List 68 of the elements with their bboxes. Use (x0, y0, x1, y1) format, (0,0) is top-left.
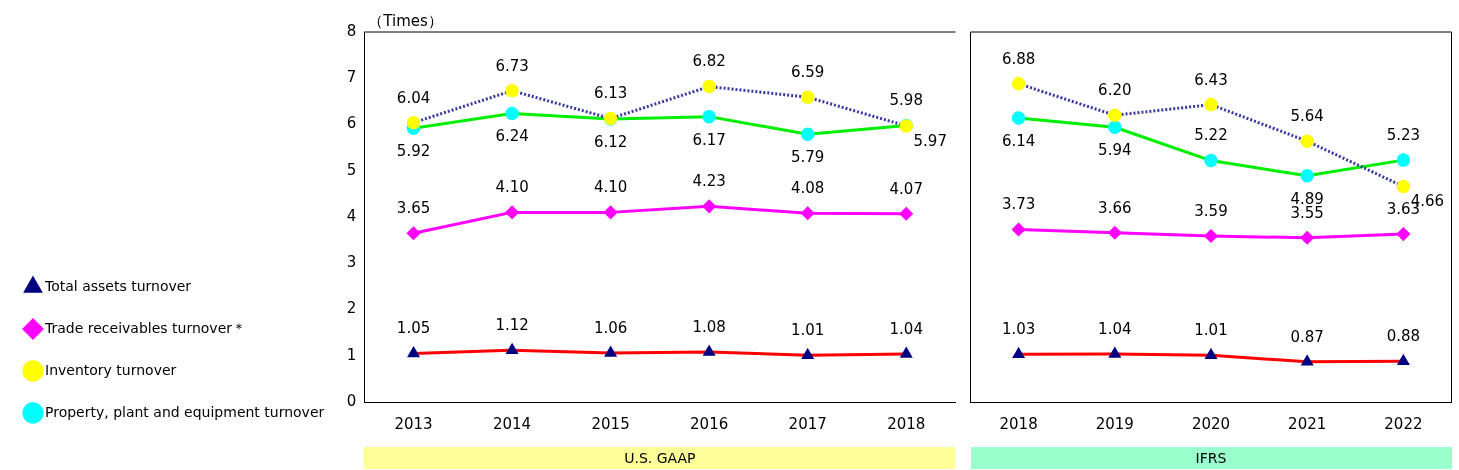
x-tick-label: 2022 (1384, 414, 1423, 433)
data-label: 4.23 (692, 172, 726, 191)
data-label: 1.05 (396, 319, 431, 338)
legend-label: Inventory turnover (45, 361, 177, 378)
legend-label: Trade receivables turnover＊ (44, 319, 247, 336)
data-label: 1.12 (495, 316, 529, 335)
data-label: 4.10 (593, 178, 628, 197)
data-label: 5.22 (1194, 126, 1228, 145)
y-tick-label: 8 (346, 21, 357, 40)
data-label: 5.64 (1290, 107, 1324, 126)
data-label: 6.20 (1098, 81, 1132, 100)
x-tick-label: 2018 (999, 414, 1038, 433)
data-label: 6.24 (495, 127, 529, 146)
data-label: 1.01 (790, 321, 825, 340)
y-axis-title: （Times） (368, 11, 443, 30)
x-tick-label: 2018 (887, 414, 926, 433)
data-label: 4.07 (889, 179, 923, 198)
data-label: 3.65 (396, 199, 431, 218)
data-label: 3.66 (1098, 198, 1132, 217)
data-label: 1.03 (1001, 320, 1036, 339)
data-label: 6.88 (1001, 49, 1036, 68)
data-label: 6.73 (495, 56, 529, 75)
y-tick-label: 4 (346, 206, 357, 225)
x-axis-title: U.S. GAAP (364, 447, 956, 469)
data-label: 6.12 (593, 132, 628, 151)
data-label: 1.08 (692, 317, 726, 336)
x-tick-label: 2019 (1095, 414, 1134, 433)
data-label: 6.43 (1194, 70, 1228, 89)
data-label: 6.13 (593, 84, 628, 103)
data-label: 5.23 (1386, 126, 1421, 144)
data-label: 6.17 (692, 130, 726, 149)
x-tick-label: 2014 (492, 414, 532, 433)
data-label: 5.79 (790, 148, 825, 167)
y-tick-label: 2 (346, 299, 357, 318)
data-label: 3.73 (1001, 195, 1036, 214)
y-tick-label: 6 (346, 114, 357, 133)
x-tick-label: 2021 (1288, 414, 1327, 433)
x-tick-label: 2015 (591, 414, 630, 433)
data-label: 3.59 (1194, 201, 1228, 220)
x-axis-title: IFRS (970, 447, 1452, 469)
data-label: 5.98 (889, 91, 923, 110)
data-label: 6.04 (396, 88, 431, 107)
data-label: 4.10 (495, 178, 529, 197)
data-label: 6.14 (1001, 131, 1036, 150)
data-label: 1.04 (889, 319, 923, 338)
data-label: 0.88 (1386, 327, 1421, 346)
y-tick-label: 0 (346, 391, 357, 410)
data-label: 6.82 (692, 52, 726, 71)
data-label: 0.87 (1290, 327, 1324, 346)
y-tick-label: 3 (346, 253, 357, 272)
data-label: 1.04 (1098, 319, 1132, 338)
x-tick-label: 2020 (1191, 414, 1231, 433)
data-label: 5.92 (396, 142, 431, 161)
data-label: 3.55 (1290, 203, 1324, 222)
legend-label: Property, plant and equipment turnover (45, 403, 325, 420)
legend-label: Total assets turnover (44, 277, 192, 294)
data-label: 1.06 (593, 318, 628, 337)
x-tick-label: 2017 (788, 414, 827, 433)
y-tick-label: 1 (346, 345, 357, 364)
data-label: 4.08 (790, 179, 825, 198)
data-label: 5.97 (913, 131, 947, 150)
x-tick-label: 2016 (690, 414, 729, 433)
x-tick-label: 2013 (394, 414, 433, 433)
data-label: 6.59 (790, 63, 825, 82)
y-tick-label: 7 (346, 68, 357, 87)
data-label: 1.01 (1194, 321, 1228, 340)
y-tick-label: 5 (346, 160, 357, 179)
data-label: 5.94 (1098, 141, 1132, 160)
